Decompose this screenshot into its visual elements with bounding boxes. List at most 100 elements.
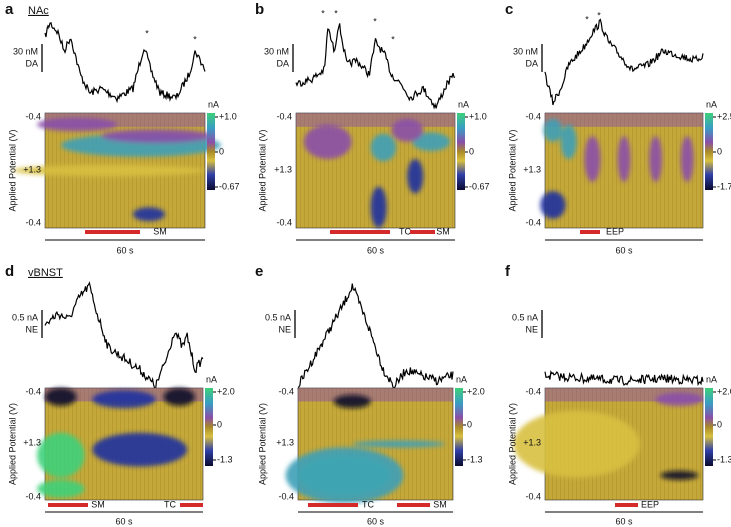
peak-marker: * <box>391 34 395 44</box>
colorbar-tick-label: -0.67 <box>469 181 490 191</box>
scale-label: 30 nM <box>513 46 538 56</box>
colorbar-tick-label: +1.0 <box>469 111 487 121</box>
scale-label: NE <box>525 324 538 334</box>
colorbar <box>205 388 213 466</box>
color-blobs <box>303 118 451 228</box>
scale-label: NE <box>25 324 38 334</box>
scale-label: 30 nM <box>13 46 38 56</box>
scale-label: 0.5 nA <box>12 312 38 322</box>
color-blobs <box>37 388 196 498</box>
colorbar-tick-label: -1.3 <box>467 454 483 464</box>
colorbar <box>457 113 465 190</box>
blob <box>13 164 205 177</box>
y-tick-label: -0.4 <box>278 386 294 396</box>
y-tick-label: -0.4 <box>525 386 541 396</box>
trace <box>44 21 206 104</box>
blob <box>660 470 699 480</box>
colorbar-tick-label: -1.3 <box>217 454 233 464</box>
y-tick-label: +1.3 <box>274 164 292 174</box>
colorbar-unit: nA <box>458 99 469 109</box>
y-tick-label: -0.4 <box>25 491 41 501</box>
blob <box>649 136 662 182</box>
blob <box>37 479 85 498</box>
peak-marker: * <box>585 14 589 24</box>
blob <box>37 117 117 132</box>
stimulus-bar <box>615 503 638 507</box>
panel-letter: b <box>255 1 264 18</box>
time-label: 60 s <box>615 245 633 255</box>
scale-label: DA <box>25 58 38 68</box>
colorbar-tick-label: +2.0 <box>467 386 485 396</box>
stimulus-label: SM <box>436 226 450 236</box>
colorbar-tick-label: 0 <box>717 146 722 156</box>
trace <box>295 23 456 110</box>
y-axis-label: Applied Potential (V) <box>257 403 267 485</box>
colorbar-tick-label: +2.5 <box>717 111 731 121</box>
band <box>298 388 453 402</box>
blob <box>560 124 577 159</box>
colorbar-tick-label: +2.0 <box>217 386 235 396</box>
color-blobs <box>285 394 446 504</box>
region-label: NAc <box>28 5 49 17</box>
panel-letter: c <box>505 1 513 18</box>
colorbar-tick-label: 0 <box>217 419 222 429</box>
stimulus-bar <box>330 230 390 234</box>
scale-label: NE <box>278 324 291 334</box>
colorbar-tick-label: -1.7 <box>717 181 731 191</box>
blob <box>584 136 601 182</box>
blob <box>133 207 165 222</box>
colorbar-unit: nA <box>706 99 717 109</box>
scale-label: 0.5 nA <box>512 312 538 322</box>
panel-letter: d <box>5 263 14 280</box>
blob <box>370 133 397 162</box>
y-tick-label: +1.3 <box>23 164 41 174</box>
band <box>545 113 703 127</box>
blob <box>680 136 694 182</box>
scale-label: DA <box>525 58 538 68</box>
y-axis-label: Applied Potential (V) <box>7 129 17 211</box>
colorbar-tick-label: 0 <box>717 419 722 429</box>
colorbar <box>207 113 215 190</box>
colorbar-tick-label: +1.0 <box>219 111 237 121</box>
colorbar-tick-label: -1.3 <box>717 454 731 464</box>
colorbar <box>705 113 713 190</box>
color-blobs <box>540 118 694 219</box>
colorbar-tick-label: 0 <box>467 419 472 429</box>
scale-label: 0.5 nA <box>265 312 291 322</box>
peak-marker: * <box>193 34 197 44</box>
blob <box>92 390 156 409</box>
blob <box>540 191 566 219</box>
stimulus-bar <box>410 230 435 234</box>
colorbar-unit: nA <box>208 99 219 109</box>
colorbar-tick-label: -0.67 <box>219 181 240 191</box>
blob <box>163 388 196 406</box>
colorbar-tick-label: 0 <box>219 146 224 156</box>
blob <box>352 440 446 448</box>
time-label: 60 s <box>115 516 133 526</box>
y-axis-label: Applied Potential (V) <box>507 129 517 211</box>
stimulus-label: TC <box>362 499 374 509</box>
y-tick-label: -0.4 <box>525 111 541 121</box>
trace <box>544 369 704 387</box>
color-blobs <box>13 117 221 222</box>
blob <box>333 394 371 409</box>
stimulus-label: SM <box>433 499 447 509</box>
blob <box>543 118 563 142</box>
colorbar <box>705 388 713 466</box>
trace <box>544 18 704 106</box>
panel-letter: e <box>255 263 263 280</box>
time-label: 60 s <box>116 245 134 255</box>
y-tick-label: -0.4 <box>25 386 41 396</box>
time-label: 60 s <box>367 516 385 526</box>
stimulus-bar <box>397 503 430 507</box>
blob <box>391 118 424 142</box>
blob <box>92 432 188 467</box>
scale-label: 30 nM <box>264 46 289 56</box>
y-tick-label: -0.4 <box>25 217 41 227</box>
stimulus-bar <box>180 503 203 507</box>
trace <box>297 283 454 390</box>
blob <box>285 447 404 504</box>
y-tick-label: -0.4 <box>25 111 41 121</box>
peak-marker: * <box>373 16 377 26</box>
